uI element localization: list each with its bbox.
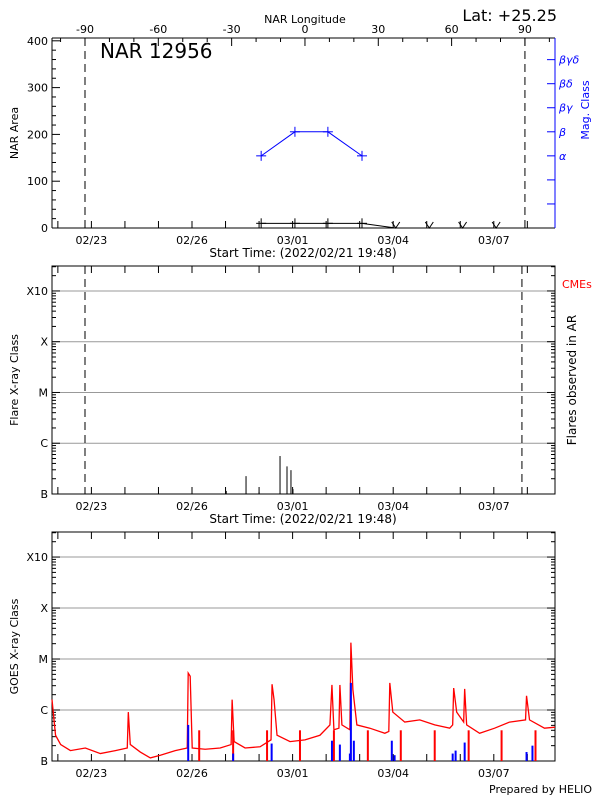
- y-axis-label: GOES X-ray Class: [8, 598, 21, 694]
- mag-class-tick-label: βγδ: [558, 54, 580, 67]
- longitude-tick-label: -60: [149, 23, 167, 36]
- mag-class-tick-label: β: [558, 126, 566, 139]
- cme-legend: CMEs: [562, 278, 592, 291]
- x-axis-label: Start Time: (2022/02/21 19:48): [209, 512, 396, 526]
- y-tick-label: 200: [27, 128, 48, 141]
- x-tick-label: 02/23: [76, 234, 108, 247]
- plot-frame: [51, 265, 556, 495]
- y-tick-label: 100: [27, 175, 48, 188]
- y-tick-label: C: [40, 437, 48, 450]
- x-tick-label: 03/07: [478, 500, 510, 513]
- y-tick-label: M: [39, 653, 49, 666]
- area-line: [261, 222, 497, 229]
- x-tick-label: 02/26: [176, 234, 208, 247]
- x-tick-label: 03/07: [478, 767, 510, 780]
- mag-class-line: [260, 131, 363, 157]
- area-point-marker: [424, 221, 434, 229]
- latitude-label: Lat: +25.25: [462, 6, 557, 25]
- longitude-tick-label: -90: [76, 23, 94, 36]
- x-tick-label: 03/04: [377, 500, 409, 513]
- goes-flux-line: [51, 642, 556, 759]
- x-tick-label: 03/07: [478, 234, 510, 247]
- longitude-tick-label: 0: [301, 23, 308, 36]
- plot-frame: [51, 531, 556, 762]
- longitude-axis-label: NAR Longitude: [264, 13, 346, 26]
- x-tick-label: 03/04: [377, 234, 409, 247]
- y-tick-label: X10: [26, 551, 48, 564]
- x-tick-label: 03/01: [277, 767, 309, 780]
- y-tick-label: C: [40, 704, 48, 717]
- x-tick-label: 03/01: [277, 500, 309, 513]
- y-tick-label: 0: [41, 222, 48, 235]
- y-tick-label: B: [40, 755, 48, 768]
- x-tick-label: 02/23: [76, 500, 108, 513]
- credit-label: Prepared by HELIO: [489, 783, 592, 796]
- y-axis-label: NAR Area: [8, 107, 21, 159]
- x-tick-label: 03/04: [377, 767, 409, 780]
- mag-class-tick-label: βδ: [558, 78, 573, 91]
- longitude-tick-label: 30: [371, 23, 385, 36]
- x-tick-label: 02/26: [176, 500, 208, 513]
- y-tick-label: X: [40, 602, 48, 615]
- longitude-tick-label: 60: [445, 23, 459, 36]
- mag-class-tick-label: βγ: [558, 102, 573, 115]
- y-tick-label: B: [40, 488, 48, 501]
- y-tick-label: 400: [27, 35, 48, 48]
- longitude-tick-label: 90: [518, 23, 532, 36]
- y2-axis-label: Flares observed in AR: [565, 315, 579, 445]
- y-tick-label: M: [39, 386, 49, 399]
- region-title: NAR 12956: [100, 39, 213, 63]
- x-tick-label: 02/26: [176, 767, 208, 780]
- y-axis-label: Flare X-ray Class: [8, 334, 21, 426]
- y2-axis-label: Mag. Class: [579, 80, 592, 139]
- longitude-tick-label: -30: [223, 23, 241, 36]
- area-point-marker: [391, 221, 401, 229]
- x-tick-label: 02/23: [76, 767, 108, 780]
- y-tick-label: 300: [27, 82, 48, 95]
- mag-class-tick-label: α: [559, 150, 567, 163]
- area-point-marker: [458, 221, 468, 229]
- y-tick-label: X10: [26, 285, 48, 298]
- y-tick-label: X: [40, 336, 48, 349]
- area-point-marker: [491, 221, 501, 229]
- x-axis-label: Start Time: (2022/02/21 19:48): [209, 246, 396, 260]
- x-tick-label: 03/01: [277, 234, 309, 247]
